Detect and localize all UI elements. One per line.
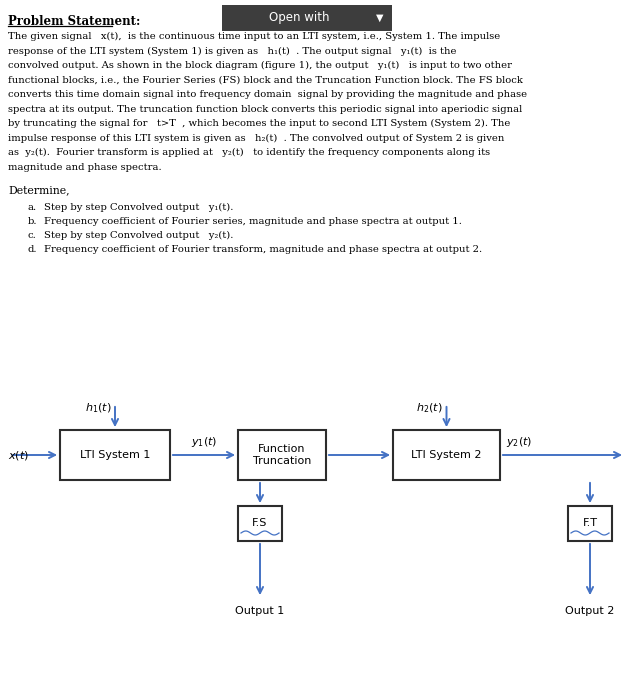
- Text: Open with: Open with: [269, 11, 329, 24]
- Bar: [238, 430, 326, 480]
- Text: Output 2: Output 2: [565, 606, 615, 616]
- Text: convolved output. As shown in the block diagram (figure 1), the output   y₁(t)  : convolved output. As shown in the block …: [8, 61, 512, 70]
- Text: spectra at its output. The truncation function block converts this periodic sign: spectra at its output. The truncation fu…: [8, 105, 522, 114]
- Text: response of the LTI system (System 1) is given as   h₁(t)  . The output signal  : response of the LTI system (System 1) is…: [8, 47, 456, 56]
- Text: Function: Function: [258, 445, 306, 454]
- Bar: [60, 430, 170, 480]
- Text: Step by step Convolved output   y₂(t).: Step by step Convolved output y₂(t).: [44, 231, 233, 240]
- Text: impulse response of this LTI system is given as   h₂(t)  . The convolved output : impulse response of this LTI system is g…: [8, 133, 504, 142]
- Text: ▼: ▼: [376, 13, 384, 23]
- Text: Determine,: Determine,: [8, 185, 69, 195]
- Text: d.: d.: [28, 245, 37, 254]
- Text: The given signal   x(t),  is the continuous time input to an LTI system, i.e., S: The given signal x(t), is the continuous…: [8, 32, 500, 41]
- Text: c.: c.: [28, 231, 37, 240]
- Bar: [568, 506, 612, 541]
- Text: Problem Statement:: Problem Statement:: [8, 15, 140, 28]
- Bar: [393, 430, 500, 480]
- Text: Frequency coefficient of Fourier series, magnitude and phase spectra at output 1: Frequency coefficient of Fourier series,…: [44, 217, 462, 226]
- Text: F.S: F.S: [252, 519, 268, 528]
- Text: a.: a.: [28, 203, 37, 212]
- Text: b.: b.: [28, 217, 37, 226]
- Text: LTI System 2: LTI System 2: [411, 450, 481, 460]
- Text: $y_1(t)$: $y_1(t)$: [191, 435, 217, 449]
- Text: converts this time domain signal into frequency domain  signal by providing the : converts this time domain signal into fr…: [8, 90, 527, 99]
- Bar: [222, 5, 392, 31]
- Text: Truncation: Truncation: [253, 456, 311, 466]
- Text: Frequency coefficient of Fourier transform, magnitude and phase spectra at outpu: Frequency coefficient of Fourier transfo…: [44, 245, 482, 254]
- Bar: [238, 506, 282, 541]
- Text: F.T: F.T: [582, 519, 598, 528]
- Text: functional blocks, i.e., the Fourier Series (FS) block and the Truncation Functi: functional blocks, i.e., the Fourier Ser…: [8, 75, 523, 84]
- Text: as  y₂(t).  Fourier transform is applied at   y₂(t)   to identify the frequency : as y₂(t). Fourier transform is applied a…: [8, 148, 490, 157]
- Text: LTI System 1: LTI System 1: [80, 450, 150, 460]
- Text: $h_1(t)$: $h_1(t)$: [85, 401, 111, 415]
- Text: $x(t)$: $x(t)$: [8, 449, 29, 461]
- Text: Step by step Convolved output   y₁(t).: Step by step Convolved output y₁(t).: [44, 203, 233, 212]
- Text: Output 1: Output 1: [235, 606, 285, 616]
- Text: by truncating the signal for   t>T  , which becomes the input to second LTI Syst: by truncating the signal for t>T , which…: [8, 119, 510, 128]
- Text: magnitude and phase spectra.: magnitude and phase spectra.: [8, 163, 162, 172]
- Text: $h_2(t)$: $h_2(t)$: [416, 401, 442, 415]
- Text: $y_2(t)$: $y_2(t)$: [506, 435, 533, 449]
